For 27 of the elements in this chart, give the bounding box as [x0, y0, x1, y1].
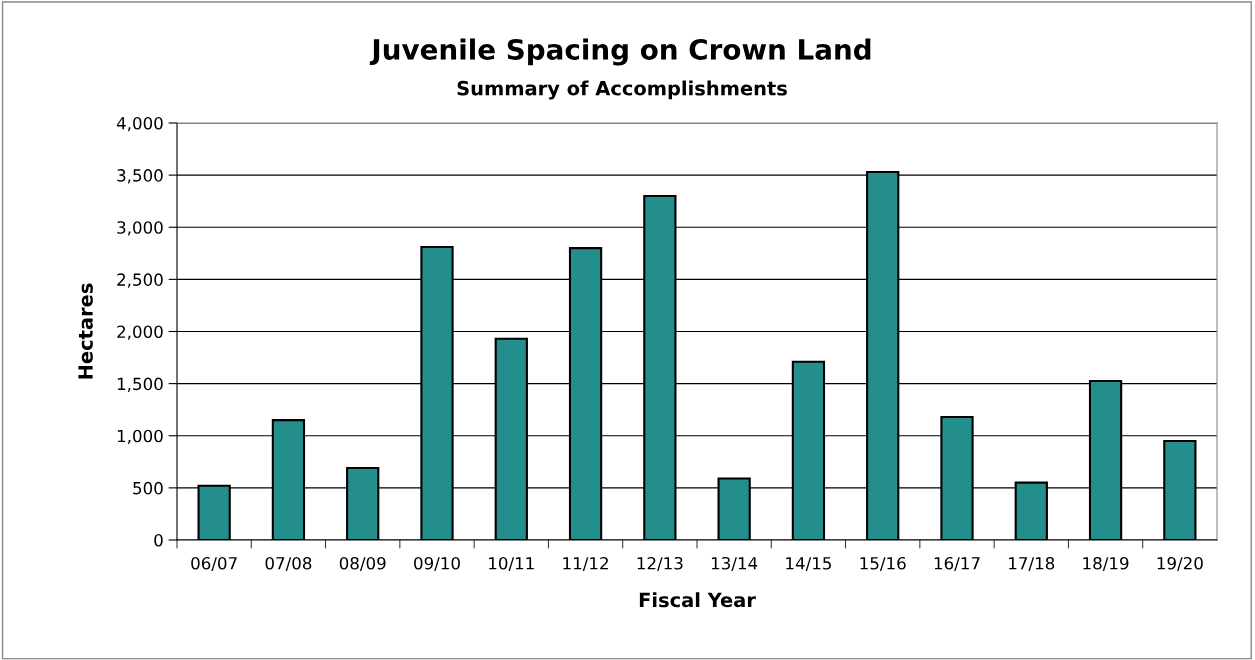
x-tick-label: 15/16: [860, 556, 906, 571]
y-axis-title: Hectares: [78, 283, 93, 379]
chart-subtitle: Summary of Accomplishments: [457, 80, 787, 100]
y-tick-label: 3,000: [117, 221, 163, 236]
x-tick-label: 14/15: [786, 557, 831, 571]
chart-title: Juvenile Spacing on Crown Land: [369, 38, 871, 66]
x-axis-title: Fiscal Year: [639, 592, 756, 608]
y-tick-label: 0: [154, 533, 163, 547]
x-tick-label: 16/17: [934, 556, 980, 571]
x-tick-label: 11/12: [563, 556, 608, 571]
y-tick-label: 2,000: [117, 325, 163, 340]
x-tick-label: 19/20: [1157, 556, 1203, 571]
x-tick-label: 18/19: [1083, 556, 1129, 571]
x-tick-label: 08/09: [339, 556, 386, 571]
y-tick-label: 4,000: [116, 116, 163, 132]
y-tick-label: 1,500: [117, 377, 163, 392]
y-tick-label: 3,500: [117, 169, 163, 184]
y-tick-label: 1,000: [117, 429, 163, 445]
y-tick-label: 2,500: [117, 273, 163, 288]
x-tick-label: 17/18: [1009, 556, 1055, 571]
x-tick-label: 06/07: [191, 556, 237, 571]
x-tick-label: 13/14: [711, 556, 758, 571]
x-tick-label: 07/08: [265, 556, 312, 571]
y-tick-label: 500: [133, 481, 163, 495]
x-tick-label: 09/10: [414, 556, 460, 571]
x-tick-label: 12/13: [637, 556, 683, 571]
x-tick-label: 10/11: [489, 556, 534, 571]
